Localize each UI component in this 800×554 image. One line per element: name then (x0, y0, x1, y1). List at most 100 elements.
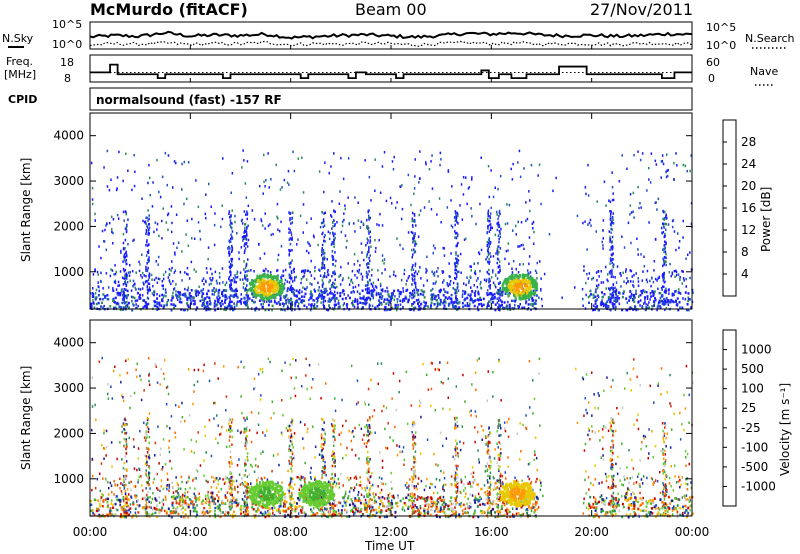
range-cell (588, 221, 591, 225)
range-cell (122, 290, 125, 294)
range-cell (641, 482, 644, 485)
range-cell (456, 299, 459, 302)
range-cell (505, 510, 508, 514)
range-cell (230, 237, 232, 240)
range-cell (186, 297, 189, 300)
range-cell (605, 287, 607, 290)
range-cell (621, 495, 623, 498)
range-cell (611, 288, 614, 291)
range-cell (649, 298, 651, 301)
range-cell (417, 293, 420, 296)
range-cell (386, 290, 389, 293)
range-cell (228, 275, 231, 279)
range-cell (245, 301, 248, 304)
range-cell (391, 397, 393, 400)
range-cell (158, 301, 161, 305)
range-cell (625, 297, 628, 300)
range-cell (229, 252, 231, 256)
echo-cell (281, 283, 283, 287)
range-cell (297, 157, 300, 160)
range-cell (110, 268, 112, 271)
range-cell (173, 307, 175, 310)
echo-cell (510, 280, 513, 284)
range-cell (637, 284, 640, 287)
range-cell (652, 293, 655, 296)
range-cell (411, 248, 413, 252)
range-cell (630, 280, 632, 283)
range-cell (305, 278, 308, 281)
range-cell (277, 253, 280, 257)
range-cell (498, 260, 501, 263)
range-cell (508, 306, 511, 309)
range-cell (434, 282, 437, 285)
range-cell (611, 240, 614, 243)
range-cell (146, 303, 148, 307)
range-cell (643, 290, 646, 294)
range-cell (630, 211, 633, 214)
range-cell (591, 425, 593, 428)
cpid-value: normalsound (fast) -157 RF (96, 93, 282, 107)
range-cell (474, 410, 477, 413)
range-cell (389, 436, 391, 439)
range-cell (414, 270, 417, 273)
range-cell (663, 226, 665, 229)
range-cell (196, 504, 198, 507)
range-cell (368, 214, 370, 218)
power-scatter (90, 149, 694, 312)
range-cell (192, 402, 194, 406)
range-cell (426, 279, 428, 282)
range-cell (177, 493, 180, 497)
range-cell (640, 253, 642, 256)
range-cell (480, 424, 483, 428)
range-cell (487, 249, 489, 252)
range-cell (592, 276, 594, 280)
range-cell (499, 294, 502, 297)
range-cell (612, 287, 614, 291)
range-cell (267, 152, 269, 155)
range-cell (263, 153, 265, 157)
range-cell (496, 505, 498, 509)
range-cell (101, 229, 104, 233)
range-cell (301, 385, 303, 388)
range-cell (454, 272, 457, 275)
range-cell (301, 156, 303, 159)
range-cell (333, 234, 335, 238)
range-cell (335, 297, 338, 300)
echo-cell (251, 278, 253, 282)
range-cell (465, 283, 467, 287)
range-cell (413, 301, 416, 304)
range-cell (380, 303, 383, 306)
range-cell (228, 239, 230, 243)
range-cell (590, 293, 593, 296)
range-cell (594, 290, 597, 294)
range-cell (148, 286, 151, 289)
range-cell (172, 491, 175, 494)
echo-cell (269, 295, 272, 299)
range-cell (111, 215, 113, 219)
range-cell (95, 507, 98, 510)
range-cell (531, 296, 534, 300)
range-cell (244, 237, 246, 240)
range-cell (460, 501, 462, 505)
range-cell (609, 269, 612, 273)
range-cell (181, 162, 183, 166)
range-cell (666, 490, 668, 494)
range-cell (148, 214, 150, 217)
range-cell (233, 280, 236, 284)
range-cell (411, 224, 414, 227)
range-cell (172, 280, 174, 283)
range-cell (186, 304, 189, 307)
range-cell (616, 265, 619, 268)
range-cell (293, 169, 296, 173)
range-cell (418, 404, 421, 408)
range-cell (352, 289, 355, 293)
range-cell (433, 452, 435, 456)
range-cell (172, 303, 175, 306)
range-cell (397, 304, 399, 307)
range-cell (388, 303, 390, 307)
range-cell (119, 477, 121, 480)
range-cell (433, 271, 436, 274)
echo-cell (516, 290, 519, 294)
range-cell (321, 211, 323, 214)
range-cell (246, 269, 248, 273)
